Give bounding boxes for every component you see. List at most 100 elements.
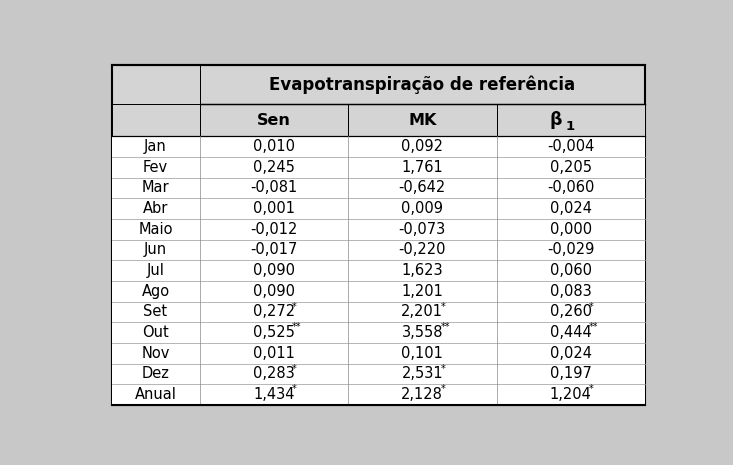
Text: *: * [441, 301, 445, 312]
Text: 2,531: 2,531 [402, 366, 443, 381]
Bar [348, 239, 496, 260]
Text: *: * [292, 364, 297, 373]
Bar [199, 65, 645, 104]
Text: 1,761: 1,761 [402, 159, 443, 175]
Bar [348, 219, 496, 239]
Text: Nov: Nov [141, 345, 170, 361]
Bar [199, 281, 348, 301]
Bar [496, 384, 645, 405]
Text: *: * [589, 301, 594, 312]
Text: -0,017: -0,017 [250, 242, 298, 257]
Text: Jun: Jun [144, 242, 167, 257]
Text: Jul: Jul [147, 263, 164, 278]
Bar [496, 104, 645, 136]
Text: **: ** [589, 322, 598, 332]
Bar [199, 384, 348, 405]
Bar [199, 219, 348, 239]
Bar [111, 104, 199, 136]
Bar [111, 281, 199, 301]
Text: 0,444: 0,444 [550, 325, 592, 340]
Text: 0,283: 0,283 [253, 366, 295, 381]
Bar [348, 301, 496, 322]
Text: -0,004: -0,004 [547, 139, 594, 154]
Bar [199, 198, 348, 219]
Bar [111, 364, 199, 384]
Text: 0,024: 0,024 [550, 201, 592, 216]
Bar [496, 322, 645, 343]
Text: Anual: Anual [135, 387, 177, 402]
Text: 0,011: 0,011 [253, 345, 295, 361]
Text: 0,245: 0,245 [253, 159, 295, 175]
Text: 3,558: 3,558 [402, 325, 443, 340]
Text: *: * [292, 301, 297, 312]
Bar [348, 178, 496, 198]
Text: 0,024: 0,024 [550, 345, 592, 361]
Bar [199, 343, 348, 364]
Bar [111, 322, 199, 343]
Text: 0,092: 0,092 [401, 139, 443, 154]
Text: -0,073: -0,073 [399, 222, 446, 237]
Text: Maio: Maio [139, 222, 173, 237]
Text: Jan: Jan [144, 139, 167, 154]
Text: 0,272: 0,272 [253, 305, 295, 319]
Bar [111, 260, 199, 281]
Text: 1,204: 1,204 [550, 387, 592, 402]
Text: 0,001: 0,001 [253, 201, 295, 216]
Bar [111, 239, 199, 260]
Bar [348, 322, 496, 343]
Text: *: * [292, 384, 297, 394]
Bar [348, 364, 496, 384]
Text: *: * [441, 384, 445, 394]
Text: -0,029: -0,029 [547, 242, 594, 257]
Text: **: ** [292, 322, 301, 332]
Bar [496, 178, 645, 198]
Text: Fev: Fev [143, 159, 168, 175]
Text: MK: MK [408, 113, 436, 127]
Text: -0,012: -0,012 [250, 222, 298, 237]
Text: 2,201: 2,201 [401, 305, 443, 319]
Bar [348, 281, 496, 301]
Text: 0,525: 0,525 [253, 325, 295, 340]
Bar [199, 364, 348, 384]
Bar [496, 364, 645, 384]
Bar [111, 384, 199, 405]
Text: 0,090: 0,090 [253, 284, 295, 299]
Bar [496, 260, 645, 281]
Text: 0,090: 0,090 [253, 263, 295, 278]
Text: 0,083: 0,083 [550, 284, 592, 299]
Bar [111, 178, 199, 198]
Bar [199, 322, 348, 343]
Bar [111, 136, 199, 157]
Bar [199, 136, 348, 157]
Bar [496, 281, 645, 301]
Bar [496, 198, 645, 219]
Text: 1,201: 1,201 [402, 284, 443, 299]
Text: -0,060: -0,060 [547, 180, 594, 195]
Bar [111, 219, 199, 239]
Text: Mar: Mar [141, 180, 169, 195]
Text: 0,205: 0,205 [550, 159, 592, 175]
Bar [199, 239, 348, 260]
Bar [199, 260, 348, 281]
Text: 0,197: 0,197 [550, 366, 592, 381]
Bar [111, 198, 199, 219]
Bar [199, 157, 348, 178]
Text: Dez: Dez [141, 366, 169, 381]
Text: -0,081: -0,081 [250, 180, 298, 195]
Bar [496, 239, 645, 260]
Bar [496, 301, 645, 322]
Bar [348, 198, 496, 219]
Text: -0,220: -0,220 [399, 242, 446, 257]
Bar [348, 104, 496, 136]
Text: *: * [589, 384, 594, 394]
Bar [199, 104, 348, 136]
Bar [348, 157, 496, 178]
Text: Set: Set [144, 305, 168, 319]
Bar [111, 343, 199, 364]
Bar [496, 157, 645, 178]
Text: -0,642: -0,642 [399, 180, 446, 195]
Bar [111, 157, 199, 178]
Text: **: ** [441, 322, 450, 332]
Text: *: * [441, 364, 445, 373]
Text: 0,060: 0,060 [550, 263, 592, 278]
